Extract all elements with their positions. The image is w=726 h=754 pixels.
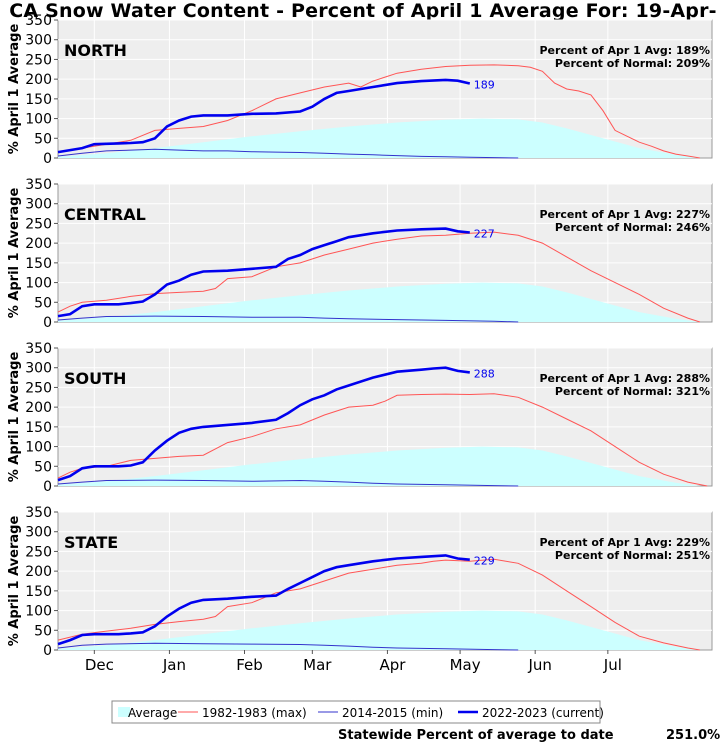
south-ytick-label: 300 xyxy=(25,361,52,377)
central-region-label: CENTRAL xyxy=(64,205,146,224)
south-ytick-label: 50 xyxy=(34,459,52,475)
state-ytick-label: 100 xyxy=(25,604,52,620)
state-series-min xyxy=(57,642,519,651)
south-ytick-label: 200 xyxy=(25,400,52,416)
legend-label-max: 1982-1983 (max) xyxy=(202,706,307,720)
state-series-max xyxy=(57,558,700,651)
north-ytick-label: 300 xyxy=(25,33,52,49)
north-ytick-label: 350 xyxy=(25,13,52,29)
state-ytick-label: 350 xyxy=(25,505,52,521)
state-ytick-label: 300 xyxy=(25,525,52,541)
legend-swatch-average xyxy=(118,707,130,717)
central-ytick-label: 100 xyxy=(25,276,52,292)
north-series-current xyxy=(57,78,471,154)
central-ytick-label: 300 xyxy=(25,197,52,213)
south-series-min xyxy=(57,479,519,487)
state-ytick-label: 200 xyxy=(25,564,52,580)
central-ytick-label: 250 xyxy=(25,216,52,232)
xtick-label-jan: Jan xyxy=(162,656,186,674)
south-current-end-label: 288 xyxy=(474,367,495,380)
state-pct-apr1: Percent of Apr 1 Avg: 229% xyxy=(539,536,710,549)
xtick-label-feb: Feb xyxy=(236,656,263,674)
north-ytick-label: 250 xyxy=(25,52,52,68)
north-series-average xyxy=(58,118,700,158)
xtick-label-may: May xyxy=(450,656,481,674)
south-ytick-label: 150 xyxy=(25,420,52,436)
south-ytick-label: 350 xyxy=(25,341,52,357)
south-ytick-label: 100 xyxy=(25,440,52,456)
legend-label-min: 2014-2015 (min) xyxy=(342,706,443,720)
state-ytick-label: 0 xyxy=(43,643,52,659)
south-region-label: SOUTH xyxy=(64,369,126,388)
central-series-average xyxy=(58,282,700,322)
central-ytick-label: 0 xyxy=(43,315,52,331)
north-ytick-label: 200 xyxy=(25,72,52,88)
central-ytick-label: 50 xyxy=(34,295,52,311)
north-ylabel: % April 1 Average xyxy=(7,24,22,155)
north-region-label: NORTH xyxy=(64,41,127,60)
xtick-label-jun: Jun xyxy=(527,656,551,674)
central-ylabel: % April 1 Average xyxy=(7,188,22,319)
central-current-end-label: 227 xyxy=(474,227,495,240)
statewide-percent-label: Statewide Percent of average to date xyxy=(338,728,614,743)
xtick-label-mar: Mar xyxy=(303,656,332,674)
south-ytick-label: 0 xyxy=(43,479,52,495)
south-ytick-label: 250 xyxy=(25,380,52,396)
state-series-average xyxy=(58,610,700,650)
central-ytick-label: 350 xyxy=(25,177,52,193)
north-ytick-label: 100 xyxy=(25,112,52,128)
footer: Statewide Percent of average to date 251… xyxy=(0,726,726,750)
state-region-label: STATE xyxy=(64,533,118,552)
central-series-max xyxy=(57,231,701,323)
state-ytick-label: 150 xyxy=(25,584,52,600)
north-ytick-label: 0 xyxy=(43,151,52,167)
south-series-max xyxy=(57,393,708,487)
xtick-label-jul: Jul xyxy=(603,656,622,674)
state-series-current xyxy=(57,554,470,646)
south-series-current xyxy=(57,366,470,482)
north-pct-apr1: Percent of Apr 1 Avg: 189% xyxy=(539,44,710,57)
north-ytick-label: 150 xyxy=(25,92,52,108)
south-pct-normal: Percent of Normal: 321% xyxy=(555,385,710,398)
xtick-label-apr: Apr xyxy=(379,656,406,674)
state-pct-normal: Percent of Normal: 251% xyxy=(555,549,710,562)
state-ylabel: % April 1 Average xyxy=(7,516,22,647)
central-pct-apr1: Percent of Apr 1 Avg: 227% xyxy=(539,208,710,221)
legend-label-current: 2022-2023 (current) xyxy=(482,706,604,720)
state-ytick-label: 50 xyxy=(34,623,52,639)
central-pct-normal: Percent of Normal: 246% xyxy=(555,221,710,234)
south-ylabel: % April 1 Average xyxy=(7,352,22,483)
north-pct-normal: Percent of Normal: 209% xyxy=(555,57,710,70)
south-pct-apr1: Percent of Apr 1 Avg: 288% xyxy=(539,372,710,385)
south-series-average xyxy=(58,446,700,486)
central-series-min xyxy=(57,315,519,323)
xtick-label-dec: Dec xyxy=(85,656,114,674)
legend-label-average: Average xyxy=(128,706,177,720)
north-series-max xyxy=(57,64,700,159)
north-current-end-label: 189 xyxy=(474,78,495,91)
state-current-end-label: 229 xyxy=(474,555,495,568)
central-ytick-label: 150 xyxy=(25,256,52,272)
statewide-percent-value: 251.0% xyxy=(666,728,721,743)
central-ytick-label: 200 xyxy=(25,236,52,252)
state-ytick-label: 250 xyxy=(25,544,52,560)
central-series-current xyxy=(57,227,470,318)
north-series-min xyxy=(57,148,519,159)
legend-box xyxy=(111,700,601,724)
north-ytick-label: 50 xyxy=(34,131,52,147)
